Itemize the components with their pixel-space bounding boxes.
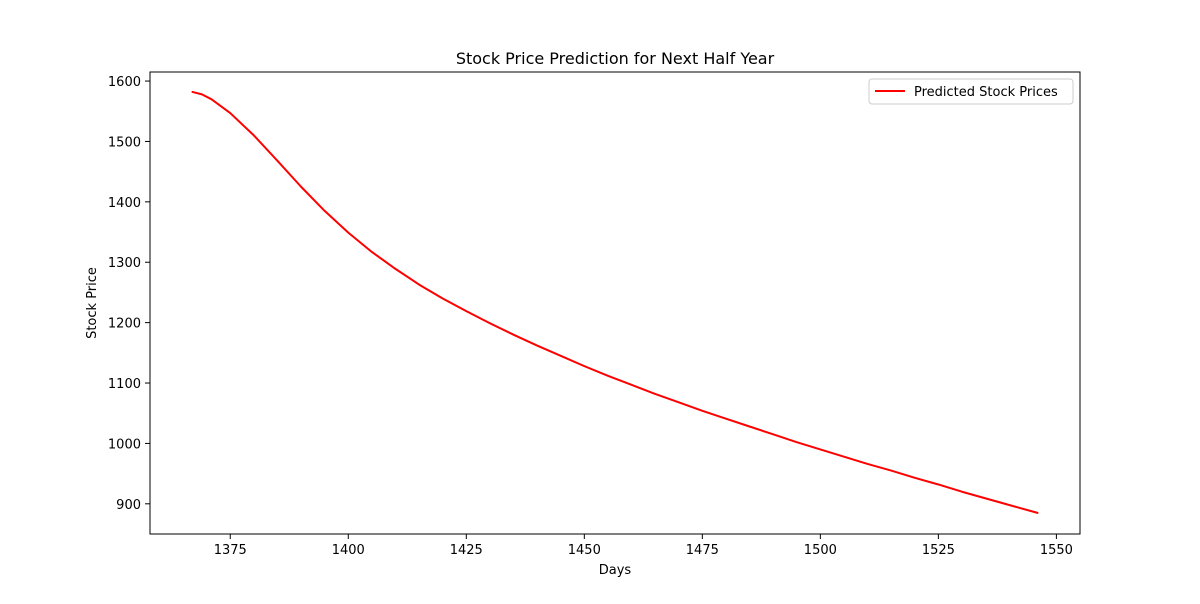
y-tick-label: 900 [116, 498, 141, 513]
y-tick-label: 1000 [108, 437, 141, 452]
x-tick-label: 1475 [686, 543, 719, 558]
legend: Predicted Stock Prices [868, 78, 1074, 105]
y-axis-label: Stock Price [85, 267, 100, 339]
x-axis-label: Days [599, 563, 632, 578]
x-tick-label: 1400 [332, 543, 365, 558]
y-tick-label: 1200 [108, 317, 141, 332]
x-tick-label: 1425 [450, 543, 483, 558]
x-axis-ticks: 1375 1400 1425 1450 1475 1500 1525 1550 [214, 534, 1073, 558]
y-tick-label: 1500 [108, 135, 141, 150]
x-tick-label: 1375 [214, 543, 247, 558]
y-tick-label: 1600 [108, 75, 141, 90]
x-tick-label: 1500 [804, 543, 837, 558]
series-line-1 [191, 90, 1039, 514]
x-tick-label: 1550 [1040, 543, 1073, 558]
y-tick-label: 1300 [108, 256, 141, 271]
plot-area [149, 71, 1081, 535]
x-tick-label: 1450 [568, 543, 601, 558]
y-tick-label: 1400 [108, 196, 141, 211]
series-layer [191, 90, 1039, 514]
y-tick-label: 1100 [108, 377, 141, 392]
y-axis-ticks: 900 1000 1100 1200 1300 1400 1500 1600 [108, 75, 150, 513]
x-tick-label: 1525 [922, 543, 955, 558]
legend-box [868, 78, 1074, 105]
chart-title: Stock Price Prediction for Next Half Yea… [456, 49, 775, 68]
legend-label: Predicted Stock Prices [914, 85, 1058, 100]
